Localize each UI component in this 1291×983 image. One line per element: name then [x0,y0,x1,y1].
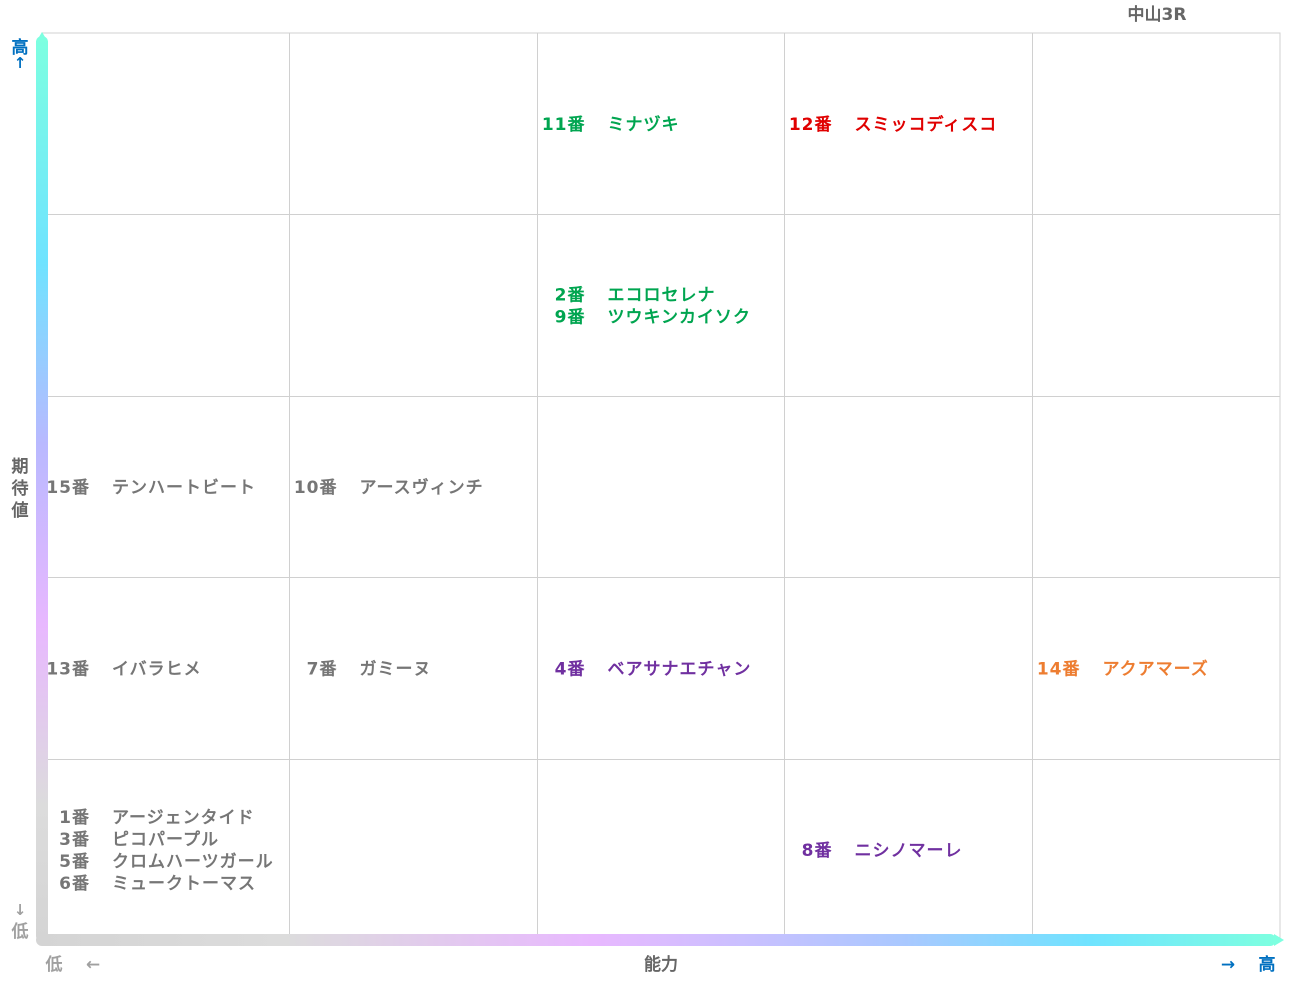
y-axis-label-char-1: 期 [12,457,29,477]
horse-entries: 11番 ミナヅキ 12番 スミッコディスコ 2番 エコロセレナ 9番 ツウキンカイソク 15番 テ… [46,114,1209,894]
entry-name: ツウキンカイソク [608,308,752,328]
entry-name: テンハートビート [112,478,256,498]
entry-number: 1番 [59,808,90,828]
race-title: 中山3R [1128,4,1187,25]
entry-number: 5番 [59,852,90,872]
entry-name: クロムハーツガール [112,852,274,872]
entry-name: ベアサナエチャン [608,660,752,680]
entry-number: 10番 [294,478,338,498]
entry-name: ピコパープル [112,829,219,850]
entry-number: 12番 [789,115,833,135]
entry-number: 11番 [542,115,586,135]
entry-name: スミッコディスコ [855,114,998,135]
y-axis-label-char-3: 値 [11,500,29,521]
y-high-label: 高 [12,37,29,58]
entry-number: 7番 [307,660,338,680]
plot-area [42,33,1280,940]
entry-number: 15番 [46,478,90,498]
entry-name: アクアマーズ [1103,659,1209,680]
y-axis-arrowhead [36,32,48,42]
y-low-label: 低 [11,921,29,942]
entry-number: 3番 [59,830,90,850]
entry-name: ミュークトーマス [112,874,256,894]
entry-number: 6番 [59,874,90,894]
x-low-label: 低 [45,954,63,975]
entry-name: ニシノマーレ [855,841,963,861]
entry-number: 13番 [46,660,90,680]
y-axis-label-char-2: 待 [12,478,29,499]
entry-name: アージェンタイド [112,808,255,828]
y-high-arrow: ↑ [14,54,27,72]
entry-number: 4番 [555,660,586,680]
entry-name: アースヴィンチ [360,477,484,498]
entry-name: イバラヒメ [112,660,202,680]
x-axis-bar [36,934,1276,946]
entry-number: 2番 [555,286,586,306]
x-axis-arrowhead [1274,934,1284,946]
x-high-label: 高 [1259,954,1276,975]
entry-number: 8番 [802,841,833,861]
y-low-arrow: ↓ [14,901,27,919]
y-axis-label: 期 待 値 [11,457,29,521]
x-low-arrow: ← [86,955,100,975]
y-axis-bar [36,36,48,942]
x-axis-label: 能力 [644,954,678,975]
entry-name: ガミーヌ [360,660,432,680]
entry-name: ミナヅキ [608,115,680,135]
x-high-arrow: → [1221,955,1235,975]
entry-name: エコロセレナ [608,286,716,306]
entry-number: 14番 [1037,660,1081,680]
entry-number: 9番 [555,308,586,328]
